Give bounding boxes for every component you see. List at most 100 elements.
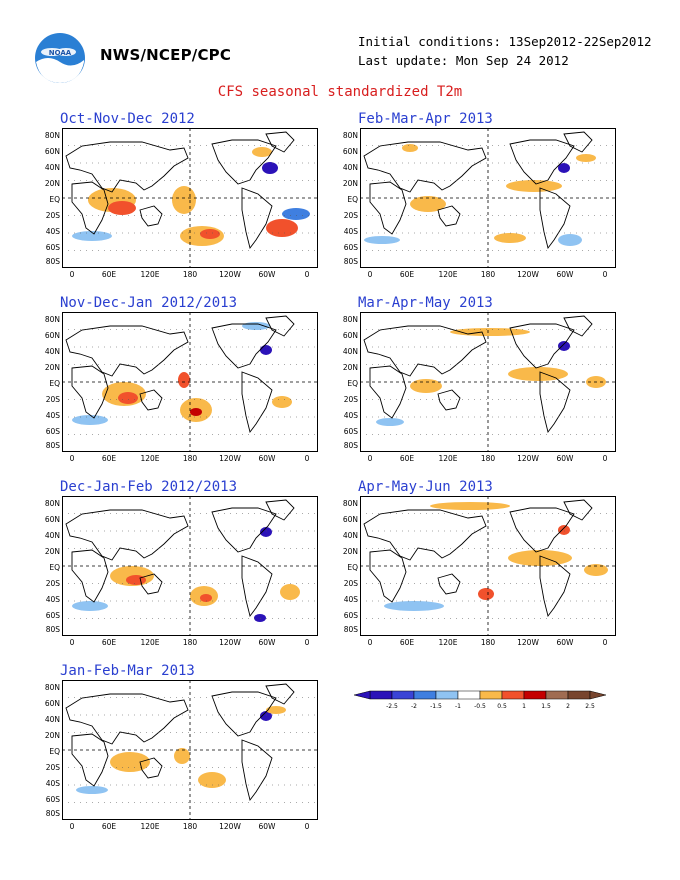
coastline	[139, 757, 163, 779]
lon-tick-label: 120W	[517, 638, 539, 647]
anomaly-region	[506, 180, 562, 192]
anomaly-region	[260, 711, 272, 721]
lat-tick-label: 60N	[342, 147, 358, 156]
lat-tick-label: 40N	[44, 715, 60, 724]
anomaly-region	[172, 186, 196, 214]
lat-tick-label: 80N	[44, 131, 60, 140]
lat-tick-label: 20S	[45, 395, 60, 404]
lat-tick-label: 40N	[342, 347, 358, 356]
lon-tick-label: 120E	[438, 270, 458, 279]
lon-tick-label: 180	[480, 270, 496, 279]
coastline	[65, 693, 189, 745]
lon-tick-label: 0	[69, 454, 75, 463]
lon-tick-label: 60W	[556, 270, 574, 279]
anomaly-region	[364, 236, 400, 244]
color-bar-label: -2.5	[386, 703, 398, 710]
lat-tick-label: 20N	[44, 363, 60, 372]
lat-tick-label: 80N	[342, 315, 358, 324]
color-bar-label: -0.5	[474, 703, 486, 710]
color-bar-swatch	[435, 690, 459, 700]
lat-tick-label: 60N	[342, 515, 358, 524]
lat-tick-label: 80S	[45, 809, 60, 818]
coastline	[265, 315, 295, 337]
anomaly-region	[410, 379, 442, 393]
lon-tick-label: 60E	[101, 638, 117, 647]
anomaly-region	[280, 584, 300, 600]
svg-text:NOAA: NOAA	[49, 49, 72, 57]
anomaly-map	[360, 496, 616, 636]
lon-tick-label: 180	[182, 270, 198, 279]
lon-tick-label: 0	[304, 270, 310, 279]
coastline	[437, 389, 461, 411]
lon-tick-label: 180	[480, 454, 496, 463]
color-bar-label: -1.5	[430, 703, 442, 710]
lon-tick-label: 180	[182, 638, 198, 647]
lon-tick-label: 60W	[556, 638, 574, 647]
color-bar-arrow-high	[589, 690, 607, 700]
lon-tick-label: 120E	[140, 454, 160, 463]
lat-tick-label: 80S	[343, 441, 358, 450]
agency-name: NWS/NCEP/CPC	[100, 46, 232, 64]
lat-tick-label: 80N	[342, 131, 358, 140]
anomaly-region	[272, 396, 292, 408]
lat-tick-label: 60S	[343, 243, 358, 252]
anomaly-region	[110, 752, 150, 772]
lon-tick-label: 60W	[258, 270, 276, 279]
lat-tick-label: 20N	[44, 179, 60, 188]
color-bar-label: -2	[411, 703, 417, 710]
anomaly-region	[262, 162, 278, 174]
lon-tick-label: 0	[69, 638, 75, 647]
lat-tick-label: 40S	[45, 411, 60, 420]
anomaly-region	[76, 786, 108, 794]
coastline	[363, 325, 487, 377]
anomaly-map	[62, 496, 318, 636]
panel-title: Mar-Apr-May 2013	[358, 295, 493, 311]
lon-tick-label: 0	[367, 270, 373, 279]
lat-tick-label: 80N	[44, 315, 60, 324]
anomaly-region	[402, 144, 418, 152]
last-update: Last update: Mon Sep 24 2012	[358, 53, 569, 68]
anomaly-region	[558, 163, 570, 173]
anomaly-region	[242, 322, 270, 330]
anomaly-region	[72, 415, 108, 425]
panel-title: Apr-May-Jun 2013	[358, 479, 493, 495]
coastline	[369, 365, 407, 419]
coastline	[265, 683, 295, 705]
coastline	[65, 141, 189, 193]
anomaly-region	[508, 367, 568, 381]
anomaly-region	[178, 372, 190, 388]
anomaly-region	[254, 614, 266, 622]
color-bar-swatch	[369, 690, 393, 700]
panel-title: Jan-Feb-Mar 2013	[60, 663, 195, 679]
lon-tick-label: 120E	[140, 270, 160, 279]
color-bar-swatch	[479, 690, 503, 700]
coastline	[65, 325, 189, 377]
lat-tick-label: EQ	[49, 747, 60, 756]
panel-title: Oct-Nov-Dec 2012	[60, 111, 195, 127]
lon-tick-label: 0	[602, 454, 608, 463]
color-bar-swatch	[391, 690, 415, 700]
lat-tick-label: 20N	[342, 363, 358, 372]
anomaly-region	[410, 196, 446, 212]
lat-tick-label: 40N	[44, 531, 60, 540]
panel-title: Nov-Dec-Jan 2012/2013	[60, 295, 238, 311]
anomaly-region	[190, 408, 202, 416]
lat-tick-label: 20S	[45, 763, 60, 772]
noaa-logo: NOAA	[35, 33, 85, 83]
color-bar-swatch	[457, 690, 481, 700]
coastline	[509, 139, 575, 185]
anomaly-map	[360, 128, 616, 268]
lat-tick-label: 40N	[342, 163, 358, 172]
lat-tick-label: 20S	[343, 579, 358, 588]
lat-tick-label: 20S	[343, 395, 358, 404]
lat-tick-label: 20N	[342, 179, 358, 188]
lat-tick-label: 80N	[342, 499, 358, 508]
lon-tick-label: 60E	[399, 454, 415, 463]
lon-tick-label: 120E	[140, 822, 160, 831]
lat-tick-label: 80S	[45, 257, 60, 266]
lon-tick-label: 60W	[258, 454, 276, 463]
anomaly-region	[260, 345, 272, 355]
coastline	[509, 323, 575, 369]
anomaly-region	[430, 502, 510, 510]
coastline	[139, 573, 163, 595]
